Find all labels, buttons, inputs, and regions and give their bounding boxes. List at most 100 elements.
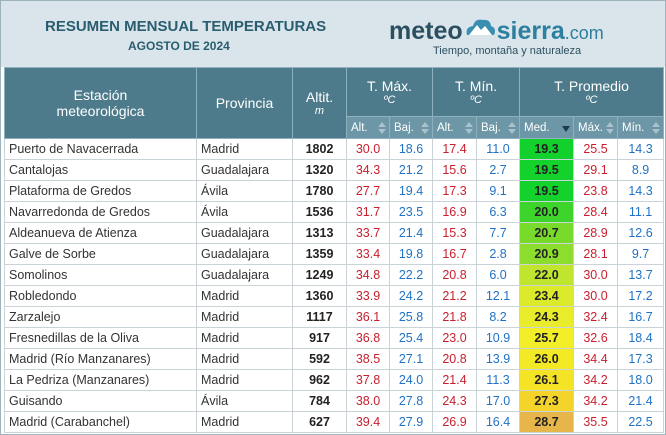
tmin-low: 7.7 <box>475 222 521 244</box>
province: Guadalajara <box>196 264 293 286</box>
sort-header[interactable]: Mín. <box>617 116 665 139</box>
sort-icon <box>421 122 429 134</box>
tavg-min: 14.3 <box>617 180 665 202</box>
tavg-max: 29.1 <box>573 159 619 181</box>
tmin-high: 16.9 <box>432 201 477 223</box>
tavg-max: 28.9 <box>573 222 619 244</box>
table-row: La Pedriza (Manzanares) Madrid 962 37.8 24.0… <box>4 369 665 391</box>
station: Somolinos <box>4 264 197 286</box>
tmin-low: 8.2 <box>475 306 521 328</box>
sort-header[interactable]: Máx. <box>573 116 619 139</box>
tavg-min: 18.0 <box>617 369 665 391</box>
tmin-low: 11.3 <box>475 369 521 391</box>
col-tavg: T. Promedio ºC <box>519 67 665 117</box>
province: Madrid <box>196 327 293 349</box>
logo-domain: .com <box>564 23 604 43</box>
tavg-mean: 20.9 <box>519 243 575 265</box>
tmin-high: 21.8 <box>432 306 477 328</box>
tavg-min: 8.9 <box>617 159 665 181</box>
tmin-low: 11.0 <box>475 138 521 160</box>
sort-icon <box>508 122 517 134</box>
tmax-low: 22.2 <box>389 264 433 286</box>
tmax-low: 27.1 <box>389 348 433 370</box>
tavg-min: 12.6 <box>617 222 665 244</box>
table-row: Somolinos Guadalajara 1249 34.8 22.2 20.8 6.0 2… <box>4 264 665 286</box>
tmin-high: 24.3 <box>432 390 477 412</box>
station: Aldeanueva de Atienza <box>4 222 197 244</box>
col-altitude: Altit. m <box>292 67 347 139</box>
altitude: 1536 <box>292 201 347 223</box>
tmin-high: 15.3 <box>432 222 477 244</box>
altitude: 1359 <box>292 243 347 265</box>
altitude: 1802 <box>292 138 347 160</box>
station: Madrid (Carabanchel) <box>4 411 197 433</box>
table-row: Zarzalejo Madrid 1117 36.1 25.8 21.8 8.2 24.3 32… <box>4 306 665 328</box>
tavg-mean: 23.4 <box>519 285 575 307</box>
tmax-high: 31.7 <box>346 201 390 223</box>
table-row: Plataforma de Gredos Ávila 1780 27.7 19.4 17.… <box>4 180 665 202</box>
unit: ºC <box>383 94 396 106</box>
tmax-high: 36.1 <box>346 306 390 328</box>
tmax-low: 19.4 <box>389 180 433 202</box>
logo-sierra: sierra <box>496 17 565 45</box>
tmin-low: 13.9 <box>475 348 521 370</box>
sort-header[interactable]: Med. <box>519 116 575 139</box>
tavg-min: 11.1 <box>617 201 665 223</box>
tmax-low: 25.8 <box>389 306 433 328</box>
col-tmin: T. Mín. ºC <box>431 67 521 117</box>
tavg-min: 13.7 <box>617 264 665 286</box>
altitude: 1313 <box>292 222 347 244</box>
tmax-high: 33.9 <box>346 285 390 307</box>
tmax-low: 25.4 <box>389 327 433 349</box>
tmax-high: 39.4 <box>346 411 390 433</box>
sort-header[interactable]: Baj. <box>475 116 521 139</box>
title: RESUMEN MENSUAL TEMPERATURAS <box>45 18 327 35</box>
tavg-min: 17.3 <box>617 348 665 370</box>
tmax-low: 23.5 <box>389 201 433 223</box>
unit: ºC <box>585 94 598 106</box>
sort-header[interactable]: Alt. <box>346 116 390 139</box>
tmax-high: 36.8 <box>346 327 390 349</box>
col-station: Estación meteorológica <box>4 67 197 139</box>
tavg-max: 30.0 <box>573 285 619 307</box>
logo-icon <box>466 19 495 35</box>
tmin-low: 12.1 <box>475 285 521 307</box>
altitude: 784 <box>292 390 347 412</box>
tavg-mean: 19.5 <box>519 180 575 202</box>
tavg-max: 28.1 <box>573 243 619 265</box>
sort-icon <box>652 122 661 134</box>
tavg-label: T. Promedio <box>554 78 629 94</box>
station: Cantalojas <box>4 159 197 181</box>
tmax-low: 27.8 <box>389 390 433 412</box>
col-province: Provincia <box>196 67 293 139</box>
tavg-min: 16.7 <box>617 306 665 328</box>
tmin-high: 20.8 <box>432 264 477 286</box>
altitude: 1249 <box>292 264 347 286</box>
table-row: Cantalojas Guadalajara 1320 34.3 21.2 15.6 2.7… <box>4 159 665 181</box>
sort-header[interactable]: Baj. <box>389 116 433 139</box>
tavg-max: 30.0 <box>573 264 619 286</box>
station: Madrid (Río Manzanares) <box>4 348 197 370</box>
tavg-mean: 26.1 <box>519 369 575 391</box>
subtitle: AGOSTO DE 2024 <box>128 39 230 53</box>
tavg-mean: 28.7 <box>519 411 575 433</box>
tmin-high: 21.2 <box>432 285 477 307</box>
tmin-high: 17.4 <box>432 138 477 160</box>
station: Puerto de Navacerrada <box>4 138 197 160</box>
tavg-mean: 26.0 <box>519 348 575 370</box>
station: Zarzalejo <box>4 306 197 328</box>
tavg-max: 25.5 <box>573 138 619 160</box>
altitude: 962 <box>292 369 347 391</box>
tavg-mean: 25.7 <box>519 327 575 349</box>
tmin-high: 16.7 <box>432 243 477 265</box>
sort-header[interactable]: Alt. <box>432 116 477 139</box>
table: Estación meteorológica Provincia Altit. m… <box>4 67 665 433</box>
sort-icon <box>465 122 473 134</box>
tavg-max: 32.4 <box>573 306 619 328</box>
altitude: 917 <box>292 327 347 349</box>
province: Madrid <box>196 411 293 433</box>
altitude: 1320 <box>292 159 347 181</box>
tmax-high: 37.8 <box>346 369 390 391</box>
tmin-high: 20.8 <box>432 348 477 370</box>
